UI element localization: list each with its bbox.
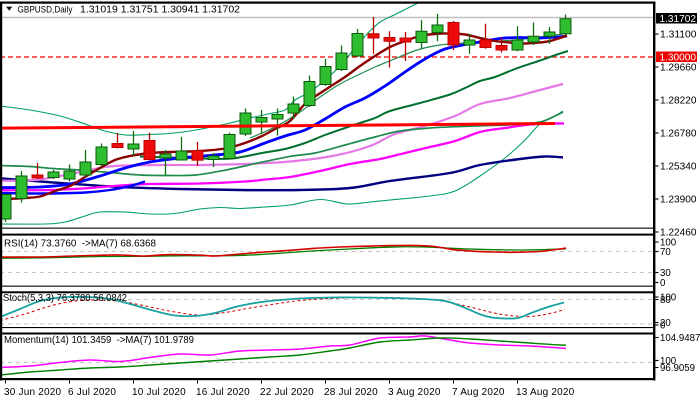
- svg-text:1.31019 1.31751 1.30941 1.3170: 1.31019 1.31751 1.30941 1.31702: [80, 5, 240, 16]
- svg-text:1.25340: 1.25340: [660, 161, 697, 172]
- svg-text:RSI(14) 73.3760 ->MA(7) 68.63: RSI(14) 73.3760 ->MA(7) 68.6368: [4, 239, 156, 250]
- svg-text:16 Jul 2020: 16 Jul 2020: [196, 387, 250, 398]
- svg-text:1.26780: 1.26780: [660, 128, 697, 139]
- svg-text:10 Jul 2020: 10 Jul 2020: [132, 387, 186, 398]
- svg-text:1.31100: 1.31100: [660, 29, 697, 40]
- svg-text:7 Aug 2020: 7 Aug 2020: [452, 387, 505, 398]
- svg-text:1.30000: 1.30000: [660, 52, 697, 63]
- svg-text:80: 80: [660, 295, 671, 306]
- svg-text:1.23900: 1.23900: [660, 194, 697, 205]
- svg-text:100: 100: [660, 356, 677, 367]
- svg-text:30: 30: [660, 268, 671, 279]
- svg-text:1.29660: 1.29660: [660, 62, 697, 73]
- svg-text:70: 70: [660, 247, 671, 258]
- svg-text:96.9059: 96.9059: [660, 363, 695, 374]
- svg-text:3 Aug 2020: 3 Aug 2020: [388, 387, 441, 398]
- svg-text:13 Aug 2020: 13 Aug 2020: [516, 387, 575, 398]
- svg-text:0: 0: [660, 278, 666, 289]
- svg-text:22 Jul 2020: 22 Jul 2020: [260, 387, 314, 398]
- svg-text:1.28220: 1.28220: [660, 95, 697, 106]
- svg-text:100: 100: [660, 237, 677, 248]
- svg-text:GBPUSD,Daily: GBPUSD,Daily: [18, 5, 73, 15]
- svg-text:100: 100: [660, 292, 677, 303]
- svg-text:30 Jun 2020: 30 Jun 2020: [4, 387, 61, 398]
- svg-text:6 Jul 2020: 6 Jul 2020: [68, 387, 116, 398]
- svg-text:104.9487: 104.9487: [660, 333, 700, 344]
- svg-text:Stoch(5,3,3) 76.3780 56.0842: Stoch(5,3,3) 76.3780 56.0842: [3, 293, 127, 304]
- svg-text:28 Jul 2020: 28 Jul 2020: [324, 387, 378, 398]
- svg-text:1.31702: 1.31702: [660, 14, 697, 25]
- svg-text:0: 0: [660, 320, 666, 331]
- svg-text:20: 20: [660, 318, 671, 329]
- svg-text:1.22460: 1.22460: [660, 227, 697, 238]
- svg-text:Momentum(14) 101.3459 ->MA(7): Momentum(14) 101.3459 ->MA(7) 101.9789: [4, 335, 194, 346]
